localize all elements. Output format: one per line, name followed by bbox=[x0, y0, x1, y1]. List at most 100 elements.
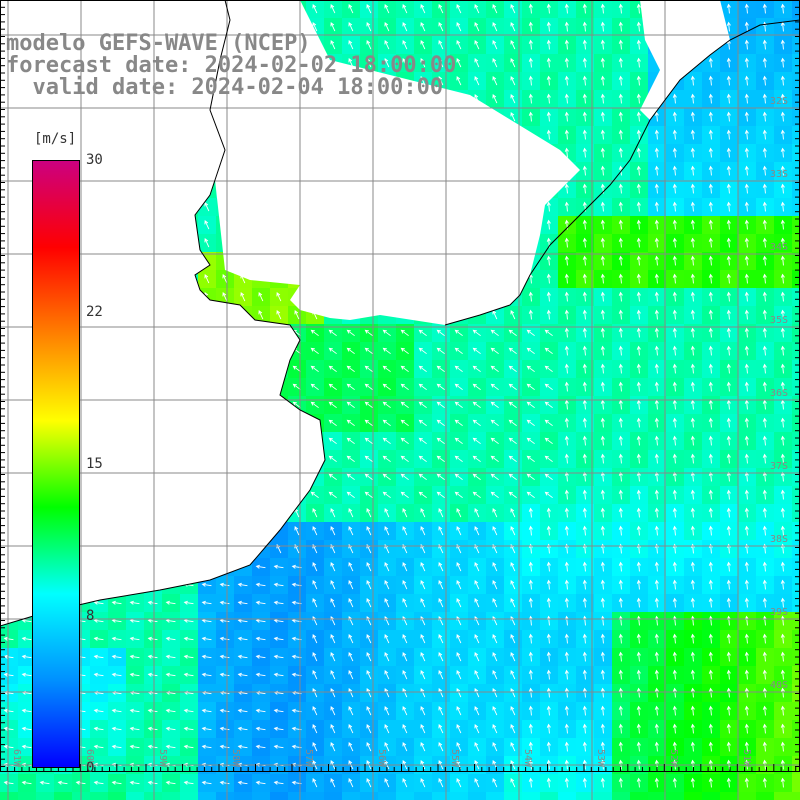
speed-cell bbox=[792, 126, 800, 145]
wind-arrow bbox=[600, 453, 605, 464]
wind-arrow bbox=[708, 687, 713, 698]
wind-arrow bbox=[582, 75, 587, 86]
wind-arrow bbox=[219, 708, 230, 713]
wind-arrow bbox=[672, 705, 677, 716]
wind-arrow bbox=[219, 744, 230, 749]
speed-cell bbox=[108, 792, 127, 800]
speed-cell bbox=[666, 792, 685, 800]
wind-arrow bbox=[472, 401, 481, 409]
wind-arrow bbox=[348, 58, 354, 68]
wind-arrow bbox=[237, 654, 248, 659]
wind-arrow bbox=[492, 706, 498, 716]
wind-arrow bbox=[240, 274, 246, 284]
wind-arrow bbox=[618, 669, 623, 680]
wind-arrow bbox=[57, 780, 68, 785]
wind-arrow bbox=[744, 3, 749, 14]
wind-arrow bbox=[564, 597, 569, 608]
wind-arrow bbox=[201, 654, 212, 659]
wind-arrow bbox=[546, 525, 551, 536]
wind-arrow bbox=[600, 399, 605, 410]
wind-arrow bbox=[564, 417, 569, 428]
latitude-label: 33S bbox=[770, 169, 788, 180]
wind-arrow bbox=[348, 742, 354, 752]
wind-arrow bbox=[726, 507, 731, 518]
wind-arrow bbox=[636, 687, 641, 698]
wind-arrow bbox=[726, 111, 731, 122]
wind-arrow bbox=[672, 399, 677, 410]
wind-arrow bbox=[510, 742, 516, 752]
wind-arrow bbox=[474, 58, 480, 68]
wind-arrow bbox=[111, 726, 122, 731]
speed-cell bbox=[792, 270, 800, 289]
wind-arrow bbox=[618, 219, 623, 230]
wind-arrow bbox=[654, 309, 659, 320]
wind-arrow bbox=[654, 147, 659, 158]
wind-arrow bbox=[492, 688, 498, 698]
wind-arrow bbox=[636, 39, 641, 50]
wind-arrow bbox=[348, 526, 354, 536]
wind-arrow bbox=[255, 744, 266, 749]
wind-arrow bbox=[600, 219, 605, 230]
wind-arrow bbox=[384, 58, 390, 68]
wind-arrow bbox=[237, 600, 248, 605]
wind-arrow bbox=[546, 561, 551, 572]
wind-arrow bbox=[544, 365, 553, 373]
wind-arrow bbox=[762, 435, 767, 446]
speed-cell bbox=[792, 666, 800, 685]
colorbar-tick: 15 bbox=[86, 456, 103, 472]
wind-arrow bbox=[582, 597, 587, 608]
wind-arrow bbox=[402, 670, 408, 680]
wind-arrow bbox=[328, 347, 337, 355]
wind-arrow bbox=[3, 726, 14, 731]
wind-arrow bbox=[528, 651, 533, 662]
wind-arrow bbox=[526, 437, 535, 445]
wind-arrow bbox=[474, 4, 480, 14]
wind-arrow bbox=[219, 618, 230, 623]
wind-arrow bbox=[165, 726, 176, 731]
wind-arrow bbox=[762, 273, 767, 284]
wind-arrow bbox=[420, 742, 426, 752]
wind-arrow bbox=[492, 580, 498, 590]
wind-arrow bbox=[690, 363, 695, 374]
wind-arrow bbox=[111, 780, 122, 785]
wind-arrow bbox=[400, 437, 409, 445]
wind-arrow bbox=[726, 525, 731, 536]
wind-arrow bbox=[510, 724, 516, 734]
wind-arrow bbox=[582, 21, 587, 32]
wind-arrow bbox=[780, 435, 785, 446]
wind-arrow bbox=[708, 381, 713, 392]
wind-arrow bbox=[201, 618, 212, 623]
wind-arrow bbox=[93, 600, 104, 605]
speed-cell bbox=[288, 792, 307, 800]
wind-arrow bbox=[564, 381, 569, 392]
wind-arrow bbox=[762, 399, 767, 410]
wind-arrow bbox=[544, 491, 553, 499]
wind-arrow bbox=[273, 708, 284, 713]
speed-cell bbox=[792, 594, 800, 613]
colorbar-tick: 22 bbox=[86, 304, 103, 320]
wind-arrow bbox=[384, 580, 390, 590]
wind-arrow bbox=[273, 600, 284, 605]
wind-arrow bbox=[672, 489, 677, 500]
wind-arrow bbox=[726, 273, 731, 284]
wind-arrow bbox=[708, 129, 713, 140]
wind-arrow bbox=[636, 651, 641, 662]
wind-arrow bbox=[454, 401, 463, 409]
wind-arrow bbox=[762, 705, 767, 716]
wind-arrow bbox=[564, 687, 569, 698]
wind-arrow bbox=[474, 40, 480, 50]
wind-arrow bbox=[420, 778, 426, 788]
wind-arrow bbox=[330, 4, 336, 14]
wind-arrow bbox=[528, 723, 533, 734]
wind-arrow bbox=[618, 453, 623, 464]
wind-arrow bbox=[636, 129, 641, 140]
longitude-label: 57W bbox=[303, 749, 314, 768]
wind-arrow bbox=[744, 165, 749, 176]
wind-arrow bbox=[564, 741, 569, 752]
wind-arrow bbox=[564, 237, 569, 248]
wind-arrow bbox=[636, 21, 641, 32]
wind-arrow bbox=[3, 780, 14, 785]
wind-arrow bbox=[294, 508, 300, 518]
wind-arrow bbox=[564, 669, 569, 680]
